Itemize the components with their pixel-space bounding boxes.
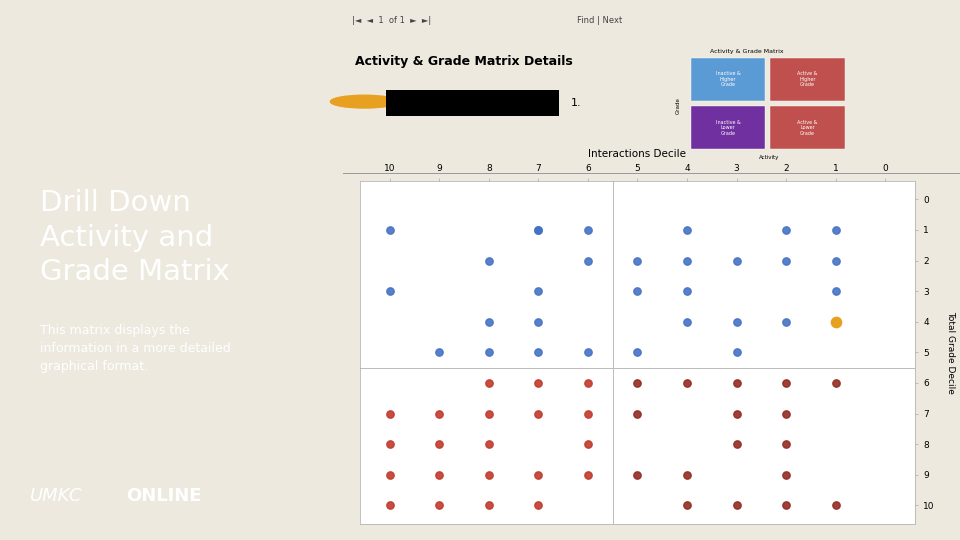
Point <box>828 226 843 234</box>
Point <box>432 348 447 357</box>
Text: 1.: 1. <box>571 98 582 108</box>
Text: Active &
Lower
Grade: Active & Lower Grade <box>798 119 818 136</box>
Point <box>828 318 843 326</box>
Point <box>828 379 843 387</box>
Point <box>729 379 744 387</box>
Text: |◄  ◄  1  of 1  ►  ►|: |◄ ◄ 1 of 1 ► ►| <box>352 16 431 25</box>
Point <box>630 379 645 387</box>
Point <box>481 348 496 357</box>
Point <box>779 379 794 387</box>
FancyBboxPatch shape <box>771 106 845 149</box>
Point <box>680 470 695 479</box>
Point <box>531 379 546 387</box>
Text: Inactive &
Lower
Grade: Inactive & Lower Grade <box>715 119 740 136</box>
Point <box>382 440 397 449</box>
Point <box>432 409 447 418</box>
Point <box>531 318 546 326</box>
Point <box>481 470 496 479</box>
Point <box>580 470 595 479</box>
Point <box>382 409 397 418</box>
Point <box>580 379 595 387</box>
Point <box>729 440 744 449</box>
Point <box>680 287 695 295</box>
Point <box>481 501 496 510</box>
X-axis label: Interactions Decile: Interactions Decile <box>588 148 686 159</box>
Point <box>432 501 447 510</box>
Point <box>481 379 496 387</box>
Point <box>481 256 496 265</box>
Point <box>680 379 695 387</box>
Point <box>382 226 397 234</box>
Point <box>481 409 496 418</box>
Point <box>680 318 695 326</box>
Circle shape <box>330 95 398 108</box>
Point <box>382 287 397 295</box>
Text: Grade: Grade <box>676 97 681 114</box>
Point <box>729 348 744 357</box>
Point <box>382 501 397 510</box>
Point <box>481 440 496 449</box>
Point <box>432 470 447 479</box>
Point <box>481 318 496 326</box>
Point <box>779 318 794 326</box>
Text: This matrix displays the
information in a more detailed
graphical format.: This matrix displays the information in … <box>39 324 230 373</box>
Point <box>531 226 546 234</box>
Point <box>580 440 595 449</box>
Point <box>531 287 546 295</box>
Y-axis label: Total Grade Decile: Total Grade Decile <box>946 311 955 394</box>
Point <box>680 256 695 265</box>
Point <box>680 501 695 510</box>
Point <box>680 226 695 234</box>
Point <box>630 470 645 479</box>
Point <box>630 348 645 357</box>
Point <box>580 256 595 265</box>
Text: Active &
Higher
Grade: Active & Higher Grade <box>798 71 818 87</box>
Point <box>580 226 595 234</box>
Text: Activity & Grade Matrix Details: Activity & Grade Matrix Details <box>355 55 573 68</box>
Point <box>580 348 595 357</box>
FancyBboxPatch shape <box>771 58 845 100</box>
Text: Drill Down
Activity and
Grade Matrix: Drill Down Activity and Grade Matrix <box>39 189 229 286</box>
Point <box>531 226 546 234</box>
FancyBboxPatch shape <box>386 90 559 116</box>
Point <box>779 501 794 510</box>
FancyBboxPatch shape <box>691 106 765 149</box>
Text: Activity & Grade Matrix: Activity & Grade Matrix <box>709 50 783 55</box>
Point <box>729 409 744 418</box>
Point <box>779 409 794 418</box>
Point <box>382 470 397 479</box>
Point <box>432 440 447 449</box>
Text: Inactive &
Higher
Grade: Inactive & Higher Grade <box>715 71 740 87</box>
Text: Find | Next: Find | Next <box>577 16 622 25</box>
Point <box>630 256 645 265</box>
Point <box>630 287 645 295</box>
Point <box>729 318 744 326</box>
Text: Activity: Activity <box>758 155 779 160</box>
Point <box>779 256 794 265</box>
Point <box>779 226 794 234</box>
Point <box>779 470 794 479</box>
Point <box>828 287 843 295</box>
Point <box>729 501 744 510</box>
FancyBboxPatch shape <box>691 58 765 100</box>
Point <box>531 501 546 510</box>
Point <box>828 501 843 510</box>
Text: ONLINE: ONLINE <box>126 487 202 505</box>
Point <box>531 409 546 418</box>
Point <box>580 409 595 418</box>
Point <box>828 318 843 326</box>
Point <box>630 409 645 418</box>
Point <box>779 440 794 449</box>
Text: UMKC: UMKC <box>30 487 83 505</box>
Point <box>729 256 744 265</box>
Point <box>531 470 546 479</box>
Point <box>828 256 843 265</box>
Point <box>531 348 546 357</box>
